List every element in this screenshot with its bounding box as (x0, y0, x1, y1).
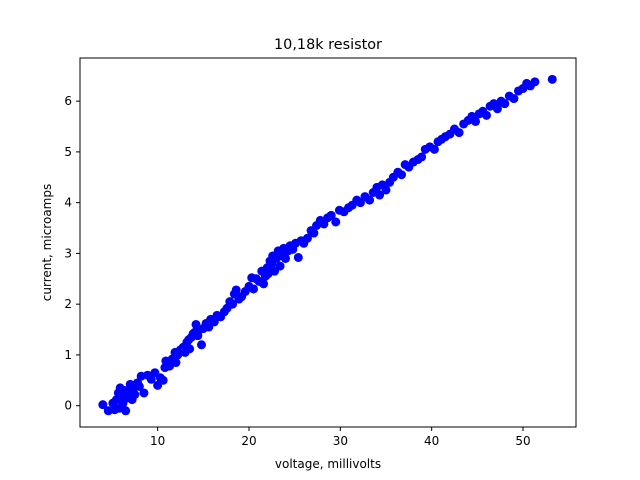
chart-title: 10,18k resistor (274, 37, 382, 53)
y-axis: 0 1 2 3 4 5 6 (64, 94, 80, 413)
y-tick-label: 1 (64, 348, 72, 362)
points-layer (98, 74, 557, 416)
data-point (331, 217, 341, 227)
y-tick-label: 0 (64, 399, 72, 413)
data-point (281, 253, 291, 263)
data-point (471, 116, 481, 126)
data-point (397, 170, 407, 180)
data-point (185, 344, 195, 354)
y-tick-label: 6 (64, 94, 72, 108)
data-point (259, 279, 269, 289)
x-tick-label: 40 (424, 434, 439, 448)
data-point (481, 110, 491, 120)
data-point (381, 185, 391, 195)
data-point (130, 390, 140, 400)
y-tick-label: 4 (64, 196, 72, 210)
y-tick-label: 5 (64, 145, 72, 159)
data-point (365, 195, 375, 205)
data-point (228, 299, 238, 309)
data-point (98, 400, 108, 410)
data-point (158, 375, 168, 385)
y-tick-label: 3 (64, 246, 72, 260)
plot-frame (79, 57, 577, 428)
x-axis-label: voltage, millivolts (275, 457, 381, 471)
data-point (293, 252, 303, 262)
data-point (375, 190, 385, 200)
data-point (500, 99, 510, 109)
data-point (196, 340, 206, 350)
x-tick-label: 20 (241, 434, 256, 448)
data-point (139, 388, 149, 398)
data-point (275, 261, 285, 271)
data-point (547, 74, 557, 84)
data-point (249, 284, 259, 294)
data-point (302, 233, 312, 243)
data-point (417, 152, 427, 162)
data-point (326, 210, 336, 220)
x-axis: 10 20 30 40 50 (150, 427, 531, 448)
data-point (454, 128, 464, 138)
data-point (171, 358, 181, 368)
y-tick-label: 2 (64, 297, 72, 311)
x-tick-label: 50 (515, 434, 530, 448)
x-tick-label: 30 (333, 434, 348, 448)
data-point (509, 94, 519, 104)
y-axis-label: current, microamps (40, 184, 54, 301)
data-point (429, 144, 439, 154)
data-point (309, 228, 319, 238)
data-point (134, 381, 144, 391)
data-point (146, 374, 156, 384)
x-tick-label: 10 (150, 434, 165, 448)
data-point (231, 285, 241, 295)
data-point (492, 104, 502, 114)
data-point (121, 406, 131, 416)
data-point (530, 77, 540, 87)
